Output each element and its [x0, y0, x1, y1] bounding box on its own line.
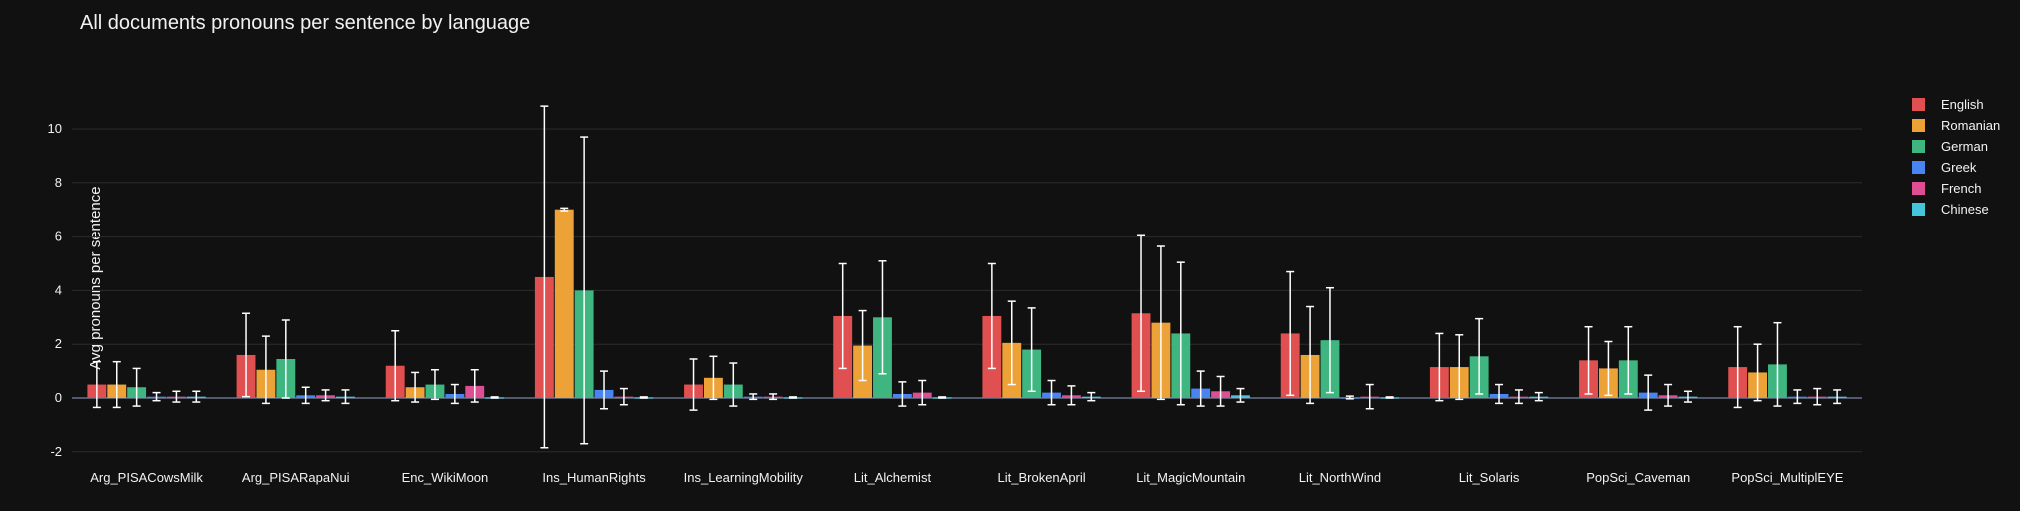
legend-swatch	[1912, 182, 1925, 195]
x-tick-label: Lit_NorthWind	[1299, 470, 1381, 485]
x-tick-label: Ins_HumanRights	[542, 470, 646, 485]
legend-label: Romanian	[1941, 118, 2001, 133]
legend-label: Greek	[1941, 160, 1977, 175]
x-tick-label: Enc_WikiMoon	[402, 470, 489, 485]
legend-item[interactable]: German	[1912, 136, 2000, 157]
x-tick-label: Lit_MagicMountain	[1136, 470, 1245, 485]
y-tick-label: 10	[48, 121, 62, 136]
legend-label: English	[1941, 97, 1984, 112]
legend-item[interactable]: Chinese	[1912, 199, 2000, 220]
legend-swatch	[1912, 140, 1925, 153]
x-tick-label: PopSci_MultiplEYE	[1731, 470, 1843, 485]
x-tick-label: Lit_Alchemist	[854, 470, 932, 485]
legend-swatch	[1912, 161, 1925, 174]
legend-item[interactable]: French	[1912, 178, 2000, 199]
y-tick-label: 0	[55, 390, 62, 405]
y-tick-label: -2	[50, 444, 62, 459]
bar	[554, 209, 574, 398]
legend-swatch	[1912, 203, 1925, 216]
legend-item[interactable]: English	[1912, 94, 2000, 115]
legend-swatch	[1912, 98, 1925, 111]
x-tick-label: Arg_PISARapaNui	[242, 470, 350, 485]
y-tick-label: 8	[55, 175, 62, 190]
x-tick-label: Arg_PISACowsMilk	[90, 470, 203, 485]
legend-item[interactable]: Romanian	[1912, 115, 2000, 136]
legend-label: German	[1941, 139, 1988, 154]
y-tick-label: 6	[55, 229, 62, 244]
x-tick-label: Lit_Solaris	[1459, 470, 1520, 485]
x-tick-label: Lit_BrokenApril	[998, 470, 1086, 485]
legend-item[interactable]: Greek	[1912, 157, 2000, 178]
legend: English Romanian German Greek French Chinese	[1912, 94, 2000, 220]
y-tick-label: 4	[55, 282, 62, 297]
legend-label: Chinese	[1941, 202, 1989, 217]
legend-swatch	[1912, 119, 1925, 132]
x-tick-label: PopSci_Caveman	[1586, 470, 1690, 485]
y-tick-label: 2	[55, 336, 62, 351]
chart-title: All documents pronouns per sentence by l…	[80, 12, 531, 34]
x-tick-label: Ins_LearningMobility	[684, 470, 804, 485]
legend-label: French	[1941, 181, 1982, 196]
